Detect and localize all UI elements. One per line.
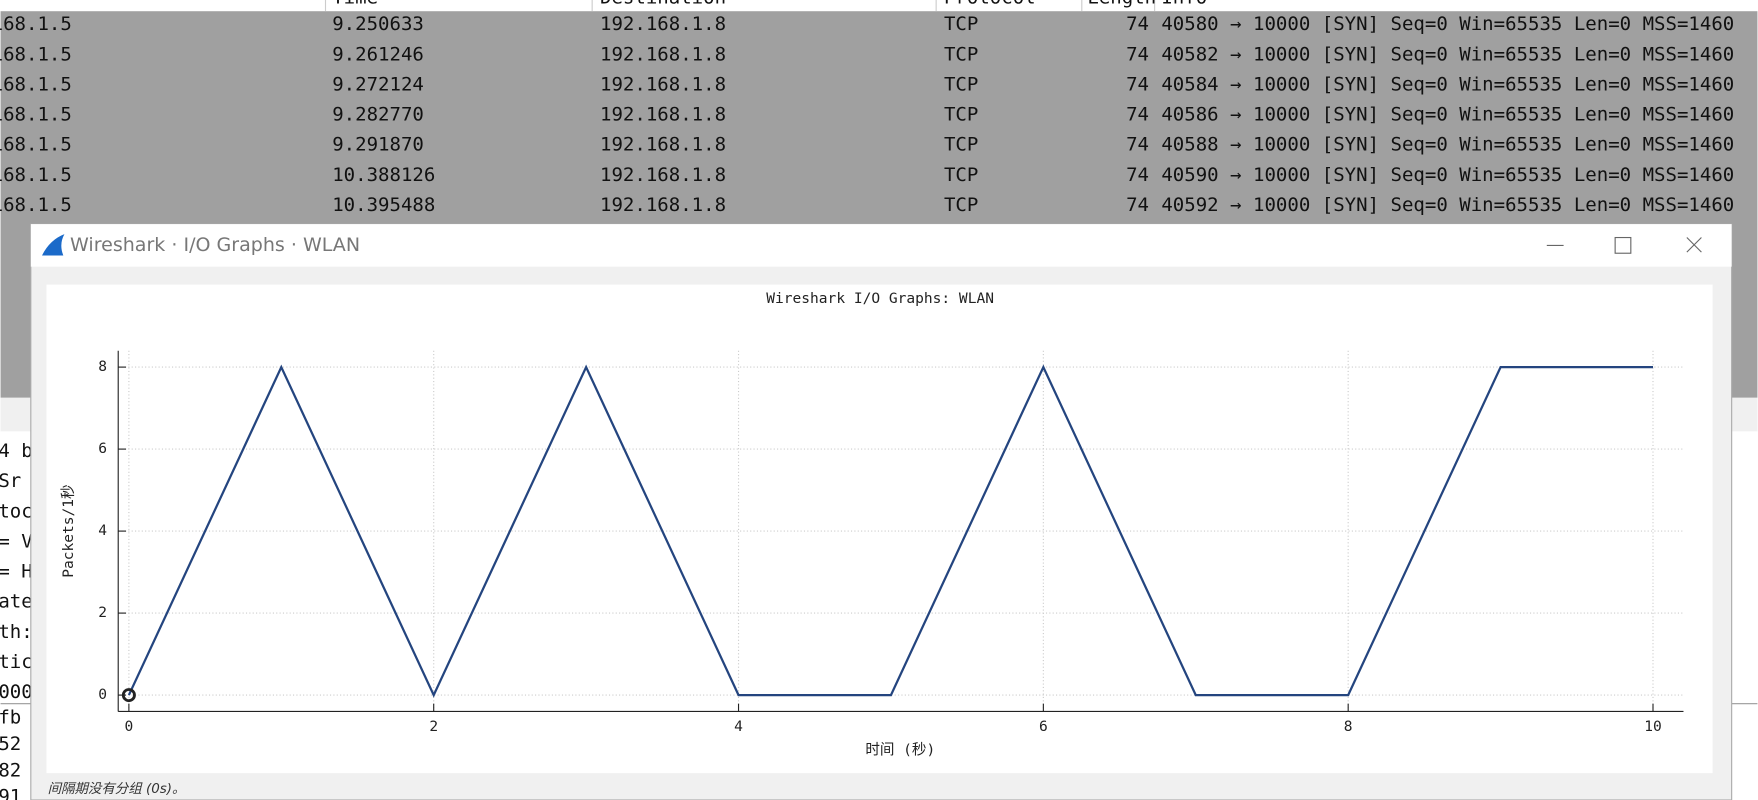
column-header: Time xyxy=(332,0,378,8)
packet-cell: 40586 → 10000 [SYN] Seq=0 Win=65535 Len=… xyxy=(1161,104,1734,126)
maximize-button[interactable] xyxy=(1614,236,1632,254)
packet-cell: 74 xyxy=(1126,43,1149,65)
x-tick-label: 4 xyxy=(734,718,743,735)
detail-fragment: = H xyxy=(0,561,33,583)
x-tick-label: 2 xyxy=(429,718,438,735)
detail-fragment: 4 b xyxy=(0,440,33,462)
y-axis-label: Packets/1秒 xyxy=(60,484,77,577)
selected-point xyxy=(121,688,136,703)
y-tick-label: 4 xyxy=(98,522,107,539)
x-tick-label: 8 xyxy=(1344,718,1353,735)
packet-cell: TCP xyxy=(944,104,978,126)
packet-cell: 40584 → 10000 [SYN] Seq=0 Win=65535 Len=… xyxy=(1161,73,1734,95)
chart-area xyxy=(46,284,1713,774)
packet-cell: 74 xyxy=(1126,134,1149,156)
x-tick-label: 6 xyxy=(1039,718,1048,735)
packet-cell: 74 xyxy=(1126,13,1149,35)
chart-title: Wireshark I/O Graphs: WLAN xyxy=(766,290,994,307)
packet-cell: 40582 → 10000 [SYN] Seq=0 Win=65535 Len=… xyxy=(1161,43,1734,65)
packet-cell: TCP xyxy=(944,43,978,65)
packet-cell: 9.272124 xyxy=(332,73,424,95)
packet-cell: 168.1.5 xyxy=(0,43,72,65)
packet-cell: 74 xyxy=(1126,73,1149,95)
status-text: 间隔期没有分组 (0s)。 xyxy=(48,781,186,797)
x-axis-label: 时间 (秒) xyxy=(865,742,935,759)
packet-cell: 40590 → 10000 [SYN] Seq=0 Win=65535 Len=… xyxy=(1161,164,1734,186)
window-title: Wireshark · I/O Graphs · WLAN xyxy=(70,234,360,256)
title-bar xyxy=(30,224,1732,267)
packet-cell: 168.1.5 xyxy=(0,73,72,95)
detail-fragment: Sr xyxy=(0,470,21,492)
packet-cell: 168.1.5 xyxy=(0,134,72,156)
dialog: Wireshark · I/O Graphs · WLAN 间隔期没有分组 (0… xyxy=(30,223,1733,800)
app-icon xyxy=(42,234,65,256)
y-tick-label: 8 xyxy=(98,358,107,375)
packet-cell: 74 xyxy=(1126,104,1149,126)
detail-fragment: toc xyxy=(0,500,33,522)
column-header: Info xyxy=(1161,0,1207,8)
close-button[interactable] xyxy=(1686,237,1702,253)
series-line xyxy=(127,364,1653,698)
bytes-fragment: 82 xyxy=(0,759,21,781)
detail-fragment: 000 xyxy=(0,681,33,703)
x-tick-label: 10 xyxy=(1644,718,1662,735)
packet-cell: 168.1.5 xyxy=(0,104,72,126)
y-tick-label: 2 xyxy=(98,604,107,621)
packet-cell: 192.168.1.8 xyxy=(600,104,726,126)
bytes-fragment: 91 xyxy=(0,786,21,800)
detail-fragment: th: xyxy=(0,621,33,643)
packet-cell: 192.168.1.8 xyxy=(600,194,726,216)
detail-fragment: ate xyxy=(0,591,33,613)
y-tick-label: 6 xyxy=(98,440,107,457)
packet-cell: TCP xyxy=(944,73,978,95)
packet-cell: 40580 → 10000 [SYN] Seq=0 Win=65535 Len=… xyxy=(1161,13,1734,35)
detail-fragment: tic xyxy=(0,651,33,673)
packet-cell: 192.168.1.8 xyxy=(600,43,726,65)
column-header: Length xyxy=(1087,0,1156,8)
y-tick-label: 0 xyxy=(98,686,107,703)
packet-cell: 40588 → 10000 [SYN] Seq=0 Win=65535 Len=… xyxy=(1161,134,1734,156)
packet-cell: 9.261246 xyxy=(332,43,424,65)
packet-cell: 192.168.1.8 xyxy=(600,164,726,186)
packet-cell: TCP xyxy=(944,13,978,35)
packet-cell: 74 xyxy=(1126,164,1149,186)
packet-cell: 10.388126 xyxy=(332,164,435,186)
packet-cell: 168.1.5 xyxy=(0,13,72,35)
packet-cell: 192.168.1.8 xyxy=(600,13,726,35)
packet-cell: 74 xyxy=(1126,194,1149,216)
packet-cell: 168.1.5 xyxy=(0,194,72,216)
column-header: Destination xyxy=(600,0,726,8)
packet-cell: TCP xyxy=(944,134,978,156)
packet-cell: 10.395488 xyxy=(332,194,435,216)
detail-fragment: = V xyxy=(0,530,33,552)
x-tick-label: 0 xyxy=(125,718,134,735)
column-header: Protocol xyxy=(944,0,1036,8)
packet-cell: 40592 → 10000 [SYN] Seq=0 Win=65535 Len=… xyxy=(1161,194,1734,216)
packet-cell: 192.168.1.8 xyxy=(600,73,726,95)
bytes-fragment: 52 xyxy=(0,733,21,755)
packet-cell: 192.168.1.8 xyxy=(600,134,726,156)
packet-cell: TCP xyxy=(944,164,978,186)
bytes-fragment: fb xyxy=(0,707,21,729)
packet-cell: 9.282770 xyxy=(332,104,424,126)
packet-cell: 9.291870 xyxy=(332,134,424,156)
list-header xyxy=(0,0,1758,12)
packet-cell: 9.250633 xyxy=(332,13,424,35)
packet-cell: TCP xyxy=(944,194,978,216)
packet-cell: 168.1.5 xyxy=(0,164,72,186)
